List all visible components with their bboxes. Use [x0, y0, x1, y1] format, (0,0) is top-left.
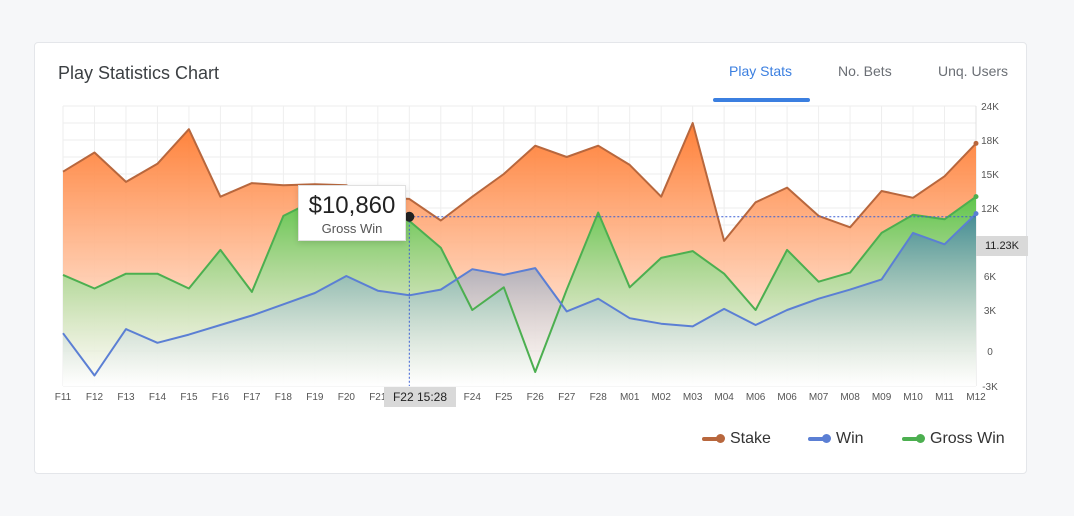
y-tick-label: -3K	[982, 382, 998, 393]
tab-no-bets[interactable]: No. Bets	[838, 63, 892, 79]
series-line-gross-win	[62, 195, 977, 373]
crosshair-y-label: 11.23K	[976, 236, 1028, 256]
y-tick-label: 0	[987, 347, 993, 358]
x-tick-label: M09	[872, 392, 892, 403]
x-tick-label: F24	[464, 392, 482, 403]
crosshair-x-label: F22 15:28	[384, 387, 456, 407]
x-tick-label: F14	[149, 392, 167, 403]
y-tick-label: 15K	[981, 170, 999, 181]
tooltip-value: $10,860	[308, 192, 396, 219]
x-tick-label: M04	[714, 392, 734, 403]
x-tick-label: F13	[117, 392, 135, 403]
series-area-win	[63, 213, 976, 386]
x-tick-label: F15	[180, 392, 198, 403]
x-tick-label: M03	[683, 392, 703, 403]
tab-unq-users[interactable]: Unq. Users	[938, 63, 1009, 79]
legend-gross-win[interactable]: Gross Win	[902, 430, 1005, 448]
series-end-point-stake	[973, 140, 979, 146]
y-tick-label: 3K	[984, 306, 997, 317]
hover-point	[404, 211, 415, 222]
x-tick-label: F17	[243, 392, 261, 403]
x-tick-label: F12	[86, 392, 104, 403]
y-tick-label: 24K	[981, 102, 999, 113]
x-tick-label: F18	[275, 392, 293, 403]
x-tick-label: M01	[620, 392, 640, 403]
series-end-point-win	[973, 211, 979, 217]
legend-stake-label: Stake	[730, 430, 771, 447]
chart-title: Play Statistics Chart	[58, 63, 220, 83]
x-tick-label: M10	[903, 392, 923, 403]
legend-gross-win-label: Gross Win	[930, 430, 1005, 447]
x-tick-label: M07	[809, 392, 829, 403]
series-line-win	[62, 212, 977, 377]
x-tick-label: M06	[746, 392, 766, 403]
legend-win-swatch	[808, 434, 831, 443]
x-tick-label: F28	[590, 392, 608, 403]
x-tick-label: M06	[777, 392, 797, 403]
legend-gross-win-swatch	[902, 434, 925, 443]
x-tick-label: F27	[558, 392, 576, 403]
series-end-point-gross-win	[973, 194, 979, 200]
x-tick-label: F20	[338, 392, 356, 403]
x-tick-label: F21	[369, 392, 387, 403]
x-tick-label: M02	[651, 392, 671, 403]
x-tick-label: F25	[495, 392, 513, 403]
x-tick-label: F26	[527, 392, 545, 403]
chart-tabs: Play Stats No. Bets Unq. Users	[0, 63, 1074, 103]
legend-win[interactable]: Win	[808, 430, 864, 448]
y-tick-label: 12K	[981, 204, 999, 215]
active-tab-indicator	[713, 98, 810, 102]
legend-stake-swatch	[702, 434, 725, 443]
y-tick-label: 6K	[984, 272, 997, 283]
y-tick-label: 18K	[981, 136, 999, 147]
x-tick-label: M08	[840, 392, 860, 403]
tab-play-stats[interactable]: Play Stats	[729, 63, 793, 79]
tooltip-label: Gross Win	[321, 221, 383, 236]
x-tick-label: F19	[306, 392, 324, 403]
x-tick-label: M11	[935, 392, 954, 403]
legend-win-label: Win	[836, 430, 864, 447]
legend-stake[interactable]: Stake	[702, 430, 771, 448]
x-tick-label: F11	[55, 392, 72, 403]
x-tick-label: M12	[966, 392, 986, 403]
series-line-stake	[62, 122, 977, 242]
x-tick-label: F16	[212, 392, 230, 403]
chart-tooltip: $10,860 Gross Win	[298, 185, 406, 241]
